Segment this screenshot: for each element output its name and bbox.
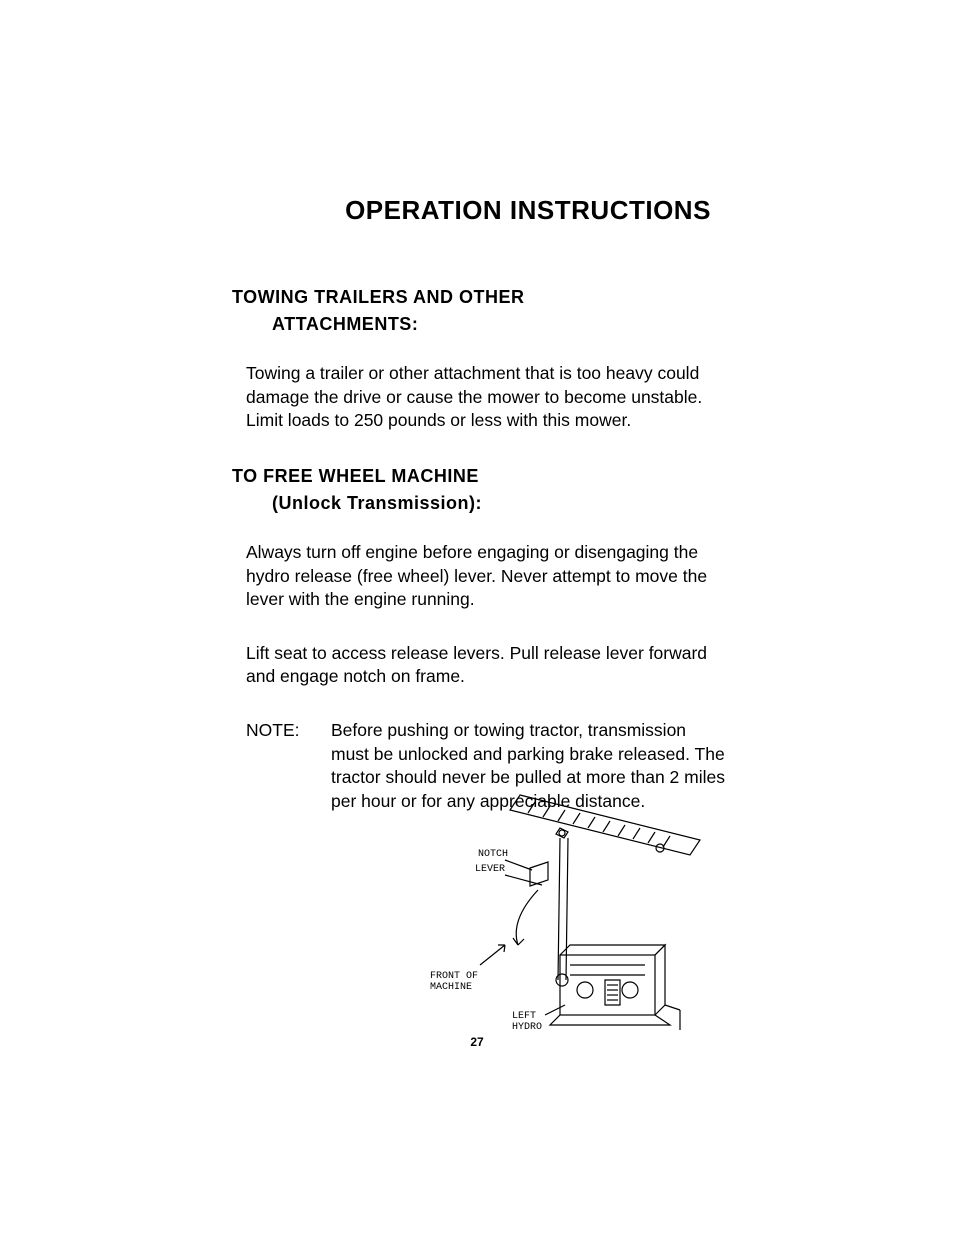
heading-line: TOWING TRAILERS AND OTHER (232, 287, 525, 307)
hydro-release-diagram: NOTCH LEVER FRONT OF MACHINE LEFT HYDRO (410, 780, 710, 1050)
heading-line: ATTACHMENTS: (232, 311, 824, 338)
page-number: 27 (0, 1035, 954, 1049)
heading-line: TO FREE WHEEL MACHINE (232, 466, 479, 486)
fig-label-lever: LEVER (475, 865, 505, 876)
fig-label-left-hydro: LEFT HYDRO (512, 1012, 542, 1033)
fig-label-front: FRONT OF MACHINE (430, 972, 478, 993)
section-towing-heading: TOWING TRAILERS AND OTHER ATTACHMENTS: (232, 284, 824, 338)
freewheel-paragraph-1: Always turn off engine before engaging o… (246, 541, 716, 612)
page-title: OPERATION INSTRUCTIONS (232, 195, 824, 226)
towing-paragraph: Towing a trailer or other attachment tha… (246, 362, 716, 433)
heading-line: (Unlock Transmission): (232, 490, 824, 517)
section-freewheel-heading: TO FREE WHEEL MACHINE (Unlock Transmissi… (232, 463, 824, 517)
note-label: NOTE: (246, 719, 331, 814)
diagram-svg (410, 780, 710, 1050)
freewheel-paragraph-2: Lift seat to access release levers. Pull… (246, 642, 716, 689)
fig-label-notch: NOTCH (478, 850, 508, 861)
